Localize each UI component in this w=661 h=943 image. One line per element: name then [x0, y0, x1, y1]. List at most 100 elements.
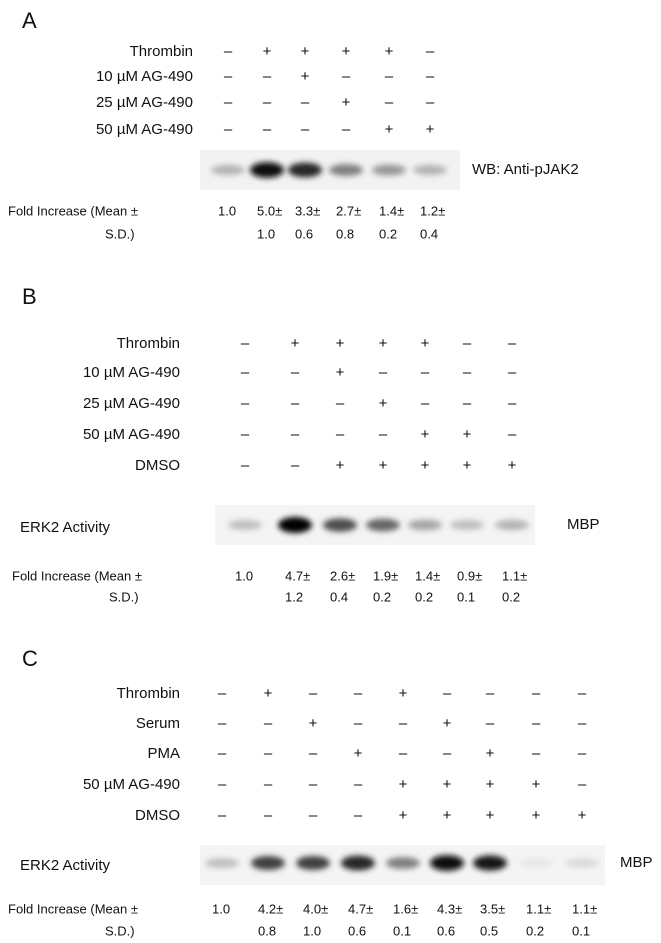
- sign: +: [263, 43, 272, 60]
- sign: –: [291, 364, 300, 381]
- band: [288, 163, 322, 178]
- fold-value: 1.2: [285, 589, 303, 604]
- sign: +: [399, 685, 408, 702]
- blot-label: WB: Anti-pJAK2: [472, 161, 579, 178]
- fold-value: 0.4: [420, 226, 438, 241]
- sign: –: [486, 685, 495, 702]
- sign: –: [263, 68, 272, 85]
- fold-value: 0.6: [295, 226, 313, 241]
- band: [205, 858, 239, 868]
- band: [473, 855, 507, 870]
- sign: –: [379, 426, 388, 443]
- band: [408, 520, 442, 531]
- fold-value: 1.1±: [502, 568, 527, 583]
- fold-value: 0.9±: [457, 568, 482, 583]
- sign: –: [532, 745, 541, 762]
- sign: –: [224, 43, 233, 60]
- sign: –: [486, 715, 495, 732]
- sign: –: [218, 745, 227, 762]
- fold-value: 2.7±: [336, 203, 361, 218]
- fold-value: 1.1±: [526, 901, 551, 916]
- sign: +: [264, 685, 273, 702]
- sign: +: [463, 457, 472, 474]
- fold-value: 0.6: [437, 923, 455, 938]
- fold-value: 1.0: [303, 923, 321, 938]
- sign: +: [421, 335, 430, 352]
- sign: –: [264, 776, 273, 793]
- sign: +: [532, 807, 541, 824]
- sign: –: [291, 426, 300, 443]
- band: [450, 520, 484, 530]
- band: [278, 517, 312, 533]
- band: [430, 855, 464, 871]
- sign: +: [486, 745, 495, 762]
- sign: –: [291, 395, 300, 412]
- sign: +: [486, 776, 495, 793]
- band: [519, 859, 553, 868]
- sign: +: [443, 807, 452, 824]
- sign: –: [241, 395, 250, 412]
- sign: +: [399, 807, 408, 824]
- sign: –: [532, 715, 541, 732]
- sign: –: [354, 715, 363, 732]
- fold-value: 3.3±: [295, 203, 320, 218]
- sign: +: [399, 776, 408, 793]
- sign: –: [354, 807, 363, 824]
- sign: –: [218, 685, 227, 702]
- sign: –: [224, 121, 233, 138]
- sign: –: [291, 457, 300, 474]
- row-label: 50 µM AG-490: [83, 776, 180, 793]
- sign: +: [336, 457, 345, 474]
- sign: –: [241, 335, 250, 352]
- fold-value: 1.0: [212, 901, 230, 916]
- sign: –: [379, 364, 388, 381]
- sign: –: [463, 395, 472, 412]
- sign: –: [463, 335, 472, 352]
- sign: –: [342, 121, 351, 138]
- band: [386, 857, 420, 869]
- fold-value: 4.0±: [303, 901, 328, 916]
- sign: –: [463, 364, 472, 381]
- blot-label: MBP: [620, 854, 653, 871]
- sign: –: [309, 685, 318, 702]
- sign: –: [578, 776, 587, 793]
- sign: –: [399, 715, 408, 732]
- fold-value: 0.4: [330, 589, 348, 604]
- row-label: Thrombin: [117, 335, 180, 352]
- sign: –: [309, 745, 318, 762]
- band: [495, 520, 529, 530]
- row-label: 10 µM AG-490: [96, 68, 193, 85]
- lane-label: ERK2 Activity: [20, 519, 111, 536]
- sign: +: [385, 121, 394, 138]
- fold-value: 1.0: [257, 226, 275, 241]
- sign: +: [532, 776, 541, 793]
- row-label: Thrombin: [130, 43, 193, 60]
- blot-label: MBP: [567, 516, 600, 533]
- row-label: DMSO: [135, 807, 180, 824]
- sign: –: [309, 807, 318, 824]
- sign: –: [218, 807, 227, 824]
- sign: –: [443, 745, 452, 762]
- row-label: 50 µM AG-490: [83, 426, 180, 443]
- fold-label: Fold Increase (Mean ±: [12, 568, 142, 583]
- sign: +: [354, 745, 363, 762]
- sign: –: [336, 395, 345, 412]
- sign: –: [385, 68, 394, 85]
- fold-value: 3.5±: [480, 901, 505, 916]
- fold-value: 1.1±: [572, 901, 597, 916]
- fold-value: 0.1: [572, 923, 590, 938]
- sign: –: [532, 685, 541, 702]
- sign: –: [399, 745, 408, 762]
- sign: –: [224, 68, 233, 85]
- sign: +: [336, 364, 345, 381]
- sign: +: [421, 426, 430, 443]
- sign: +: [421, 457, 430, 474]
- sign: –: [508, 426, 517, 443]
- fold-label: S.D.): [105, 923, 135, 938]
- sign: –: [443, 685, 452, 702]
- fold-label: Fold Increase (Mean ±: [8, 901, 138, 916]
- fold-value: 0.6: [348, 923, 366, 938]
- sign: +: [379, 395, 388, 412]
- sign: –: [578, 745, 587, 762]
- page: {"panels": [ {"label": "A", "rows": [ {"…: [0, 0, 661, 938]
